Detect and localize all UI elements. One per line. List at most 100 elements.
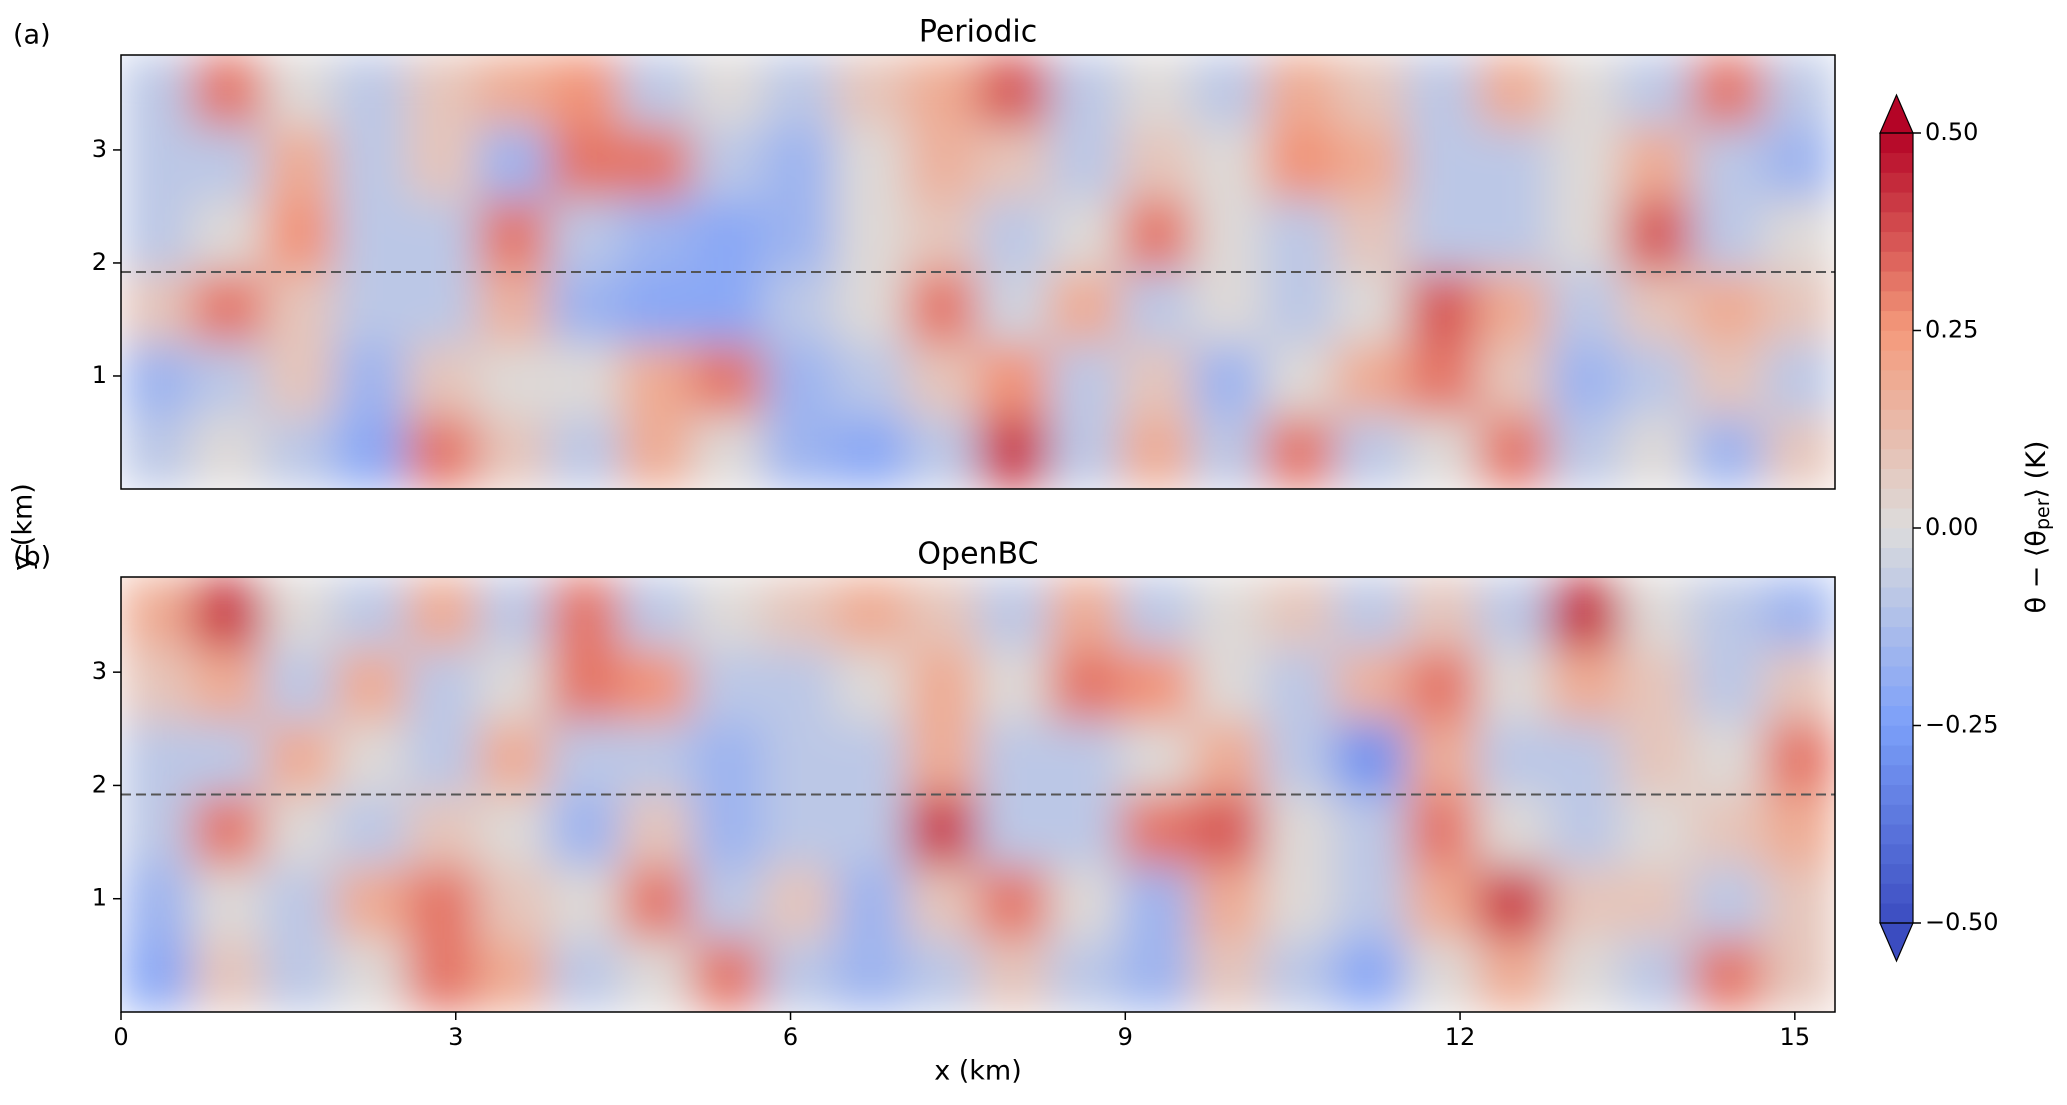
field-cell: [121, 126, 193, 201]
field-cell: [906, 416, 979, 489]
colorbar-band: [1880, 744, 1913, 766]
field-cell: [1334, 126, 1407, 201]
field-cell: [549, 271, 622, 345]
field-cell: [1191, 343, 1265, 418]
field-cell: [1548, 721, 1622, 795]
field-clip: [121, 55, 1835, 489]
field-cell: [263, 343, 336, 418]
field-cell: [334, 721, 408, 795]
field-cell: [1263, 271, 1336, 345]
field-cell: [834, 577, 908, 650]
field-cell: [691, 649, 765, 723]
field-cell: [977, 794, 1050, 868]
field-cell: [1263, 794, 1336, 868]
field-cell: [477, 649, 550, 723]
field-cell: [1191, 577, 1265, 650]
field-cell: [1477, 126, 1550, 201]
field-cell: [1548, 939, 1622, 1012]
field-cell: [691, 343, 765, 418]
field-cell: [1191, 126, 1265, 201]
field-cell: [834, 649, 908, 723]
field-cell: [1620, 794, 1693, 868]
field-cell: [121, 649, 193, 723]
field-cell: [1477, 649, 1550, 723]
field-cell: [1763, 55, 1835, 128]
field-cell: [1120, 939, 1193, 1012]
field-cell: [1763, 271, 1835, 345]
field-cell: [977, 649, 1050, 723]
field-cell: [1334, 794, 1407, 868]
field-cell: [406, 55, 479, 128]
field-cell: [763, 794, 836, 868]
field-cell: [691, 55, 765, 128]
field-cell: [1620, 271, 1693, 345]
field-cell: [334, 939, 408, 1012]
field-cell: [1120, 794, 1193, 868]
field-cell: [620, 416, 693, 489]
field-cell: [1048, 794, 1122, 868]
field-cell: [263, 939, 336, 1012]
field-cell: [334, 199, 408, 273]
field-cell: [691, 416, 765, 489]
y-tick-label: 2: [92, 248, 107, 276]
colorbar-band: [1880, 527, 1913, 549]
field-cell: [121, 343, 193, 418]
field-cell: [406, 416, 479, 489]
colorbar-band: [1880, 843, 1913, 865]
colorbar-band: [1880, 270, 1913, 292]
field-cell: [406, 939, 479, 1012]
field-cell: [1334, 866, 1407, 940]
colorbar-label-sub: per: [2032, 498, 2054, 530]
field-cell: [1263, 649, 1336, 723]
field-cell: [549, 939, 622, 1012]
x-tick-label: 3: [448, 1023, 463, 1051]
colorbar-tick-label: 0.00: [1925, 513, 1978, 541]
field-cell: [1548, 199, 1622, 273]
field-cell: [763, 126, 836, 201]
field-cell: [549, 199, 622, 273]
field-cell: [1191, 721, 1265, 795]
field-cell: [906, 126, 979, 201]
field-cell: [406, 126, 479, 201]
field-cell: [1406, 939, 1479, 1012]
field-cell: [620, 794, 693, 868]
field-cell: [620, 55, 693, 128]
field-cell: [549, 649, 622, 723]
field-cell: [1191, 55, 1265, 128]
field-cell: [1120, 721, 1193, 795]
field-cell: [1691, 939, 1765, 1012]
field-cell: [1406, 721, 1479, 795]
field-cell: [549, 866, 622, 940]
field-cell: [1048, 649, 1122, 723]
field-cell: [406, 577, 479, 650]
field-cell: [1477, 343, 1550, 418]
field-cell: [191, 271, 265, 345]
colorbar-band: [1880, 567, 1913, 588]
field-cell: [1620, 126, 1693, 201]
field-cell: [1477, 939, 1550, 1012]
field-cell: [191, 343, 265, 418]
field-cell: [1048, 199, 1122, 273]
field-cell: [1406, 416, 1479, 489]
colorbar-extend-min: [1879, 922, 1914, 963]
field-cell: [620, 126, 693, 201]
colorbar-extend-max: [1879, 93, 1914, 134]
field-cell: [834, 416, 908, 489]
panel-title: Periodic: [919, 15, 1037, 50]
y-tick-label: 3: [92, 657, 107, 685]
colorbar-band: [1880, 211, 1913, 233]
field-cell: [1263, 199, 1336, 273]
field-cell: [977, 343, 1050, 418]
colorbar-band: [1880, 725, 1913, 746]
field-cell: [1406, 343, 1479, 418]
field-cell: [834, 794, 908, 868]
field-cell: [620, 866, 693, 940]
colorbar-band: [1880, 251, 1913, 272]
colorbar-band: [1880, 231, 1913, 252]
y-tick-label: 3: [92, 135, 107, 163]
field-cell: [763, 577, 836, 650]
field-cell: [1620, 577, 1693, 650]
field-cell: [1263, 55, 1336, 128]
field-cell: [263, 55, 336, 128]
field-cell: [1691, 721, 1765, 795]
